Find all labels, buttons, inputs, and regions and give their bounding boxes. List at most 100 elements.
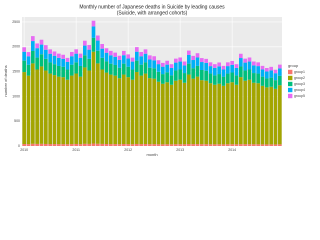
bar-segment bbox=[265, 68, 269, 72]
x-tick-label: 2011 bbox=[72, 148, 80, 152]
bar-segment bbox=[104, 144, 109, 146]
bar-segment bbox=[204, 62, 208, 71]
bar-segment bbox=[57, 144, 61, 146]
bar-segment bbox=[165, 60, 169, 65]
bar-segment bbox=[91, 26, 96, 38]
bar-segment bbox=[178, 69, 182, 80]
bars bbox=[22, 20, 282, 146]
legend-swatch bbox=[288, 69, 293, 75]
bar-segment bbox=[100, 57, 104, 70]
bar-segment bbox=[217, 62, 221, 67]
bar-segment bbox=[156, 64, 161, 72]
bar-segment bbox=[117, 67, 122, 79]
legend-label: group1 bbox=[294, 70, 305, 74]
plot-background bbox=[22, 17, 282, 146]
bar-segment bbox=[83, 40, 87, 46]
bar-segment bbox=[247, 57, 252, 62]
bar-segment bbox=[208, 144, 213, 146]
bar-segment bbox=[135, 72, 139, 144]
bar-segment bbox=[78, 65, 83, 77]
bar-segment bbox=[91, 37, 96, 52]
bar-segment bbox=[161, 66, 165, 75]
legend-swatch bbox=[288, 81, 293, 87]
bar-segment bbox=[130, 79, 135, 145]
bar-segment bbox=[57, 53, 61, 58]
bar-segment bbox=[31, 50, 35, 64]
bar-segment bbox=[104, 72, 109, 145]
bar-segment bbox=[135, 51, 139, 61]
bar-segment bbox=[22, 60, 26, 73]
bar-segment bbox=[130, 61, 135, 70]
bar-segment bbox=[165, 72, 169, 83]
bar-segment bbox=[208, 83, 213, 145]
bar-segment bbox=[126, 77, 130, 145]
bar-segment bbox=[39, 44, 44, 55]
bar-segment bbox=[165, 144, 169, 146]
bar-segment bbox=[221, 65, 226, 70]
y-tick-label: 2500 bbox=[12, 20, 20, 24]
bar-segment bbox=[260, 144, 265, 146]
bar-segment bbox=[152, 56, 156, 61]
bar-segment bbox=[217, 83, 221, 145]
bar-segment bbox=[39, 54, 44, 67]
legend-label: group2 bbox=[294, 76, 305, 80]
bar-segment bbox=[278, 68, 282, 76]
bar-segment bbox=[139, 51, 143, 57]
bar-segment bbox=[135, 47, 139, 52]
bar-segment bbox=[252, 65, 256, 74]
bar-segment bbox=[234, 84, 239, 145]
bar-segment bbox=[143, 73, 148, 145]
bar-segment bbox=[35, 43, 39, 49]
legend-swatch bbox=[288, 75, 293, 81]
bar-segment bbox=[100, 69, 104, 144]
bar-segment bbox=[26, 75, 31, 145]
bar-segment bbox=[252, 82, 256, 145]
bar-segment bbox=[273, 88, 278, 145]
bar-segment bbox=[31, 36, 35, 42]
x-tick-label: 2013 bbox=[176, 148, 184, 152]
bar-segment bbox=[182, 82, 187, 145]
y-tick-label: 2000 bbox=[12, 45, 20, 49]
bar-segment bbox=[213, 144, 217, 146]
bar-segment bbox=[26, 64, 31, 76]
bar-segment bbox=[117, 144, 122, 146]
bar-segment bbox=[230, 82, 234, 145]
bar-segment bbox=[61, 58, 65, 67]
bar-segment bbox=[113, 144, 117, 146]
bar-segment bbox=[143, 62, 148, 74]
bar-segment bbox=[239, 77, 243, 145]
bar-segment bbox=[269, 86, 273, 145]
bar-segment bbox=[31, 63, 35, 144]
bar-segment bbox=[265, 78, 269, 88]
bar-segment bbox=[269, 77, 273, 87]
bar-segment bbox=[265, 71, 269, 79]
x-tick-label: 2012 bbox=[124, 148, 132, 152]
bar-segment bbox=[52, 64, 57, 76]
bar-segment bbox=[247, 61, 252, 70]
bar-segment bbox=[247, 79, 252, 145]
bar-segment bbox=[187, 74, 191, 145]
bar-segment bbox=[239, 66, 243, 78]
bar-segment bbox=[52, 51, 57, 56]
bar-segment bbox=[74, 143, 78, 146]
bar-segment bbox=[239, 53, 243, 59]
bar-segment bbox=[156, 81, 161, 145]
bar-segment bbox=[26, 144, 31, 146]
bar-segment bbox=[243, 70, 247, 81]
bar-segment bbox=[91, 143, 96, 146]
bar-segment bbox=[65, 79, 70, 145]
bar-segment bbox=[243, 144, 247, 146]
bar-segment bbox=[165, 82, 169, 145]
bar-segment bbox=[226, 73, 230, 84]
bar-segment bbox=[208, 66, 213, 74]
bar-segment bbox=[70, 64, 74, 76]
bar-segment bbox=[143, 144, 148, 146]
bar-segment bbox=[96, 143, 100, 146]
bar-segment bbox=[273, 69, 278, 74]
bar-segment bbox=[234, 64, 239, 68]
bar-segment bbox=[191, 144, 195, 146]
bar-segment bbox=[226, 66, 230, 74]
bar-segment bbox=[273, 73, 278, 81]
bar-segment bbox=[148, 144, 152, 146]
bar-segment bbox=[200, 80, 204, 145]
